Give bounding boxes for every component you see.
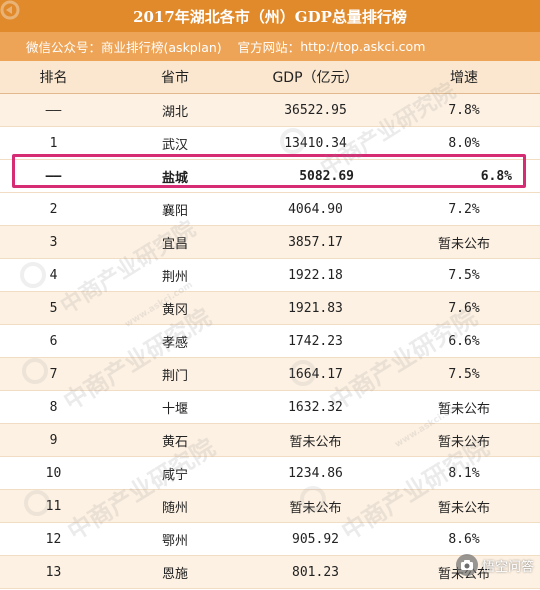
table-row: 3 宜昌 3857.17 暂未公布 [0,225,540,259]
growth-cell: 7.6% [388,291,540,325]
city-cell: 孝感 [107,324,243,358]
growth-cell: 暂未公布 [388,423,540,457]
table-row: 1 武汉 13410.34 8.0% [0,126,540,160]
rank-cell: 2 [0,192,107,226]
camera-icon [455,554,478,576]
rank-cell: 11 [0,489,107,523]
gdp-cell: 暂未公布 [243,489,388,523]
table-row: 8 十堰 1632.32 暂未公布 [0,390,540,424]
gdp-cell: 1664.17 [243,357,388,391]
table-row: 6 孝感 1742.23 6.6% [0,324,540,358]
table-row: 7 荆门 1664.17 7.5% [0,357,540,391]
table-row: 2 襄阳 4064.90 7.2% [0,192,540,226]
gdp-cell: 5082.69 [243,159,388,193]
gdp-cell: 暂未公布 [243,423,388,457]
table-row: —— 湖北 36522.95 7.8% [0,93,540,127]
growth-cell: 8.0% [388,126,540,160]
growth-cell: 8.1% [388,456,540,490]
header-row: 排名 省市 GDP（亿元） 增速 [0,61,540,94]
gdp-cell: 1234.86 [243,456,388,490]
growth-cell: 6.8% [388,159,540,193]
rank-cell: 1 [0,126,107,160]
rank-cell: 9 [0,423,107,457]
gdp-cell: 1921.83 [243,291,388,325]
wechat-label: 微信公众号： [26,40,102,55]
growth-cell: 7.8% [388,93,540,127]
highlighted-row: —— 盐城 5082.69 6.8% [0,159,540,193]
growth-cell: 7.5% [388,357,540,391]
gdp-cell: 4064.90 [243,192,388,226]
table-row: 4 荆州 1922.18 7.5% [0,258,540,292]
rank-cell: 8 [0,390,107,424]
city-cell: 恩施 [107,555,243,589]
growth-cell: 暂未公布 [388,390,540,424]
rank-cell: 12 [0,522,107,556]
city-cell: 武汉 [107,126,243,160]
source-bar: 微信公众号： 商业排行榜(askplan) 官方网站： http://top.a… [0,32,540,61]
wechat-account: 商业排行榜(askplan) [101,40,222,55]
growth-cell: 7.2% [388,192,540,226]
gdp-cell: 36522.95 [243,93,388,127]
gdp-cell: 1632.32 [243,390,388,424]
rank-cell: 5 [0,291,107,325]
gdp-ranking-table: 排名 省市 GDP（亿元） 增速 —— 湖北 36522.95 7.8% 1 武… [0,61,540,589]
growth-cell: 6.6% [388,324,540,358]
rank-cell: 6 [0,324,107,358]
source-tag: 悟空问答 [455,554,534,576]
gdp-cell: 1922.18 [243,258,388,292]
city-cell: 襄阳 [107,192,243,226]
city-cell: 盐城 [107,159,243,193]
growth-cell: 7.5% [388,258,540,292]
header-city: 省市 [107,61,243,94]
growth-cell: 暂未公布 [388,489,540,523]
city-cell: 宜昌 [107,225,243,259]
table-row: 9 黄石 暂未公布 暂未公布 [0,423,540,457]
table-row: 10 咸宁 1234.86 8.1% [0,456,540,490]
rank-cell: 10 [0,456,107,490]
rank-cell: —— [0,93,107,127]
rank-cell: 3 [0,225,107,259]
rank-cell: 4 [0,258,107,292]
table-title: 2017年湖北各市（州）GDP总量排行榜 [0,0,540,32]
gdp-cell: 905.92 [243,522,388,556]
website-url[interactable]: http://top.askci.com [300,39,426,54]
table-row: 11 随州 暂未公布 暂未公布 [0,489,540,523]
header-growth: 增速 [388,61,540,94]
city-cell: 黄冈 [107,291,243,325]
source-tag-label: 悟空问答 [481,559,534,575]
header-rank: 排名 [0,61,107,94]
city-cell: 湖北 [107,93,243,127]
gdp-cell: 3857.17 [243,225,388,259]
gdp-cell: 801.23 [243,555,388,589]
table-row: 12 鄂州 905.92 8.6% [0,522,540,556]
gdp-cell: 13410.34 [243,126,388,160]
growth-cell: 暂未公布 [388,225,540,259]
city-cell: 随州 [107,489,243,523]
gdp-cell: 1742.23 [243,324,388,358]
city-cell: 荆州 [107,258,243,292]
growth-cell: 8.6% [388,522,540,556]
city-cell: 十堰 [107,390,243,424]
rank-cell: 7 [0,357,107,391]
city-cell: 鄂州 [107,522,243,556]
website-label: 官方网站： [237,40,301,55]
city-cell: 咸宁 [107,456,243,490]
header-gdp: GDP（亿元） [243,61,388,94]
rank-cell: —— [0,159,107,193]
city-cell: 荆门 [107,357,243,391]
table-row: 5 黄冈 1921.83 7.6% [0,291,540,325]
rank-cell: 13 [0,555,107,589]
city-cell: 黄石 [107,423,243,457]
